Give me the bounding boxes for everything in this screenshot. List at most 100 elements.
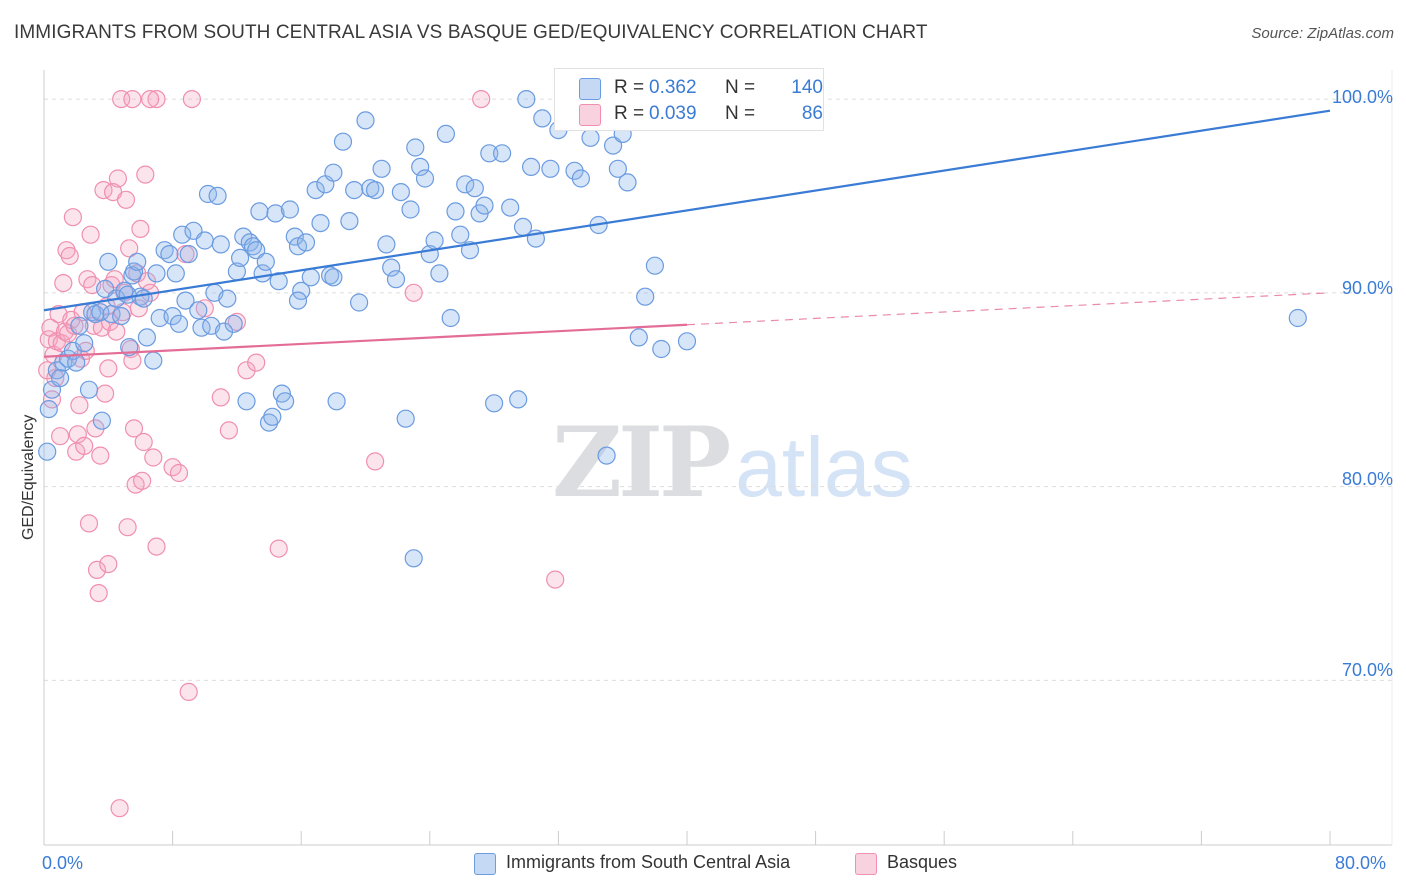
point-south-central-asia[interactable]: [75, 334, 94, 353]
point-south-central-asia[interactable]: [345, 181, 364, 200]
point-south-central-asia[interactable]: [263, 407, 282, 426]
point-south-central-asia[interactable]: [652, 339, 671, 359]
point-south-central-asia[interactable]: [269, 272, 288, 291]
point-south-central-asia[interactable]: [179, 245, 198, 264]
point-south-central-asia[interactable]: [509, 390, 528, 409]
point-basques[interactable]: [118, 518, 137, 537]
point-south-central-asia[interactable]: [128, 252, 147, 271]
point-south-central-asia[interactable]: [603, 136, 623, 155]
point-south-central-asia[interactable]: [324, 268, 343, 287]
point-south-central-asia[interactable]: [144, 351, 163, 370]
point-south-central-asia[interactable]: [350, 293, 369, 312]
point-south-central-asia[interactable]: [169, 314, 189, 333]
point-south-central-asia[interactable]: [356, 111, 375, 130]
point-south-central-asia[interactable]: [214, 322, 234, 341]
point-basques[interactable]: [129, 299, 148, 318]
point-south-central-asia[interactable]: [480, 144, 499, 163]
point-south-central-asia[interactable]: [436, 124, 455, 143]
point-south-central-asia[interactable]: [224, 314, 243, 333]
point-south-central-asia[interactable]: [366, 181, 385, 200]
point-basques[interactable]: [89, 583, 108, 603]
point-south-central-asia[interactable]: [280, 200, 299, 219]
point-south-central-asia[interactable]: [176, 291, 195, 310]
point-basques[interactable]: [99, 359, 118, 378]
point-south-central-asia[interactable]: [377, 235, 396, 254]
point-basques[interactable]: [133, 471, 152, 490]
point-south-central-asia[interactable]: [311, 214, 330, 233]
point-south-central-asia[interactable]: [50, 369, 70, 388]
point-south-central-asia[interactable]: [446, 202, 465, 221]
point-basques[interactable]: [219, 421, 238, 440]
point-basques[interactable]: [144, 448, 163, 467]
point-south-central-asia[interactable]: [1288, 308, 1307, 328]
point-basques[interactable]: [63, 208, 83, 227]
point-south-central-asia[interactable]: [237, 392, 256, 411]
point-basques[interactable]: [123, 89, 142, 109]
point-south-central-asia[interactable]: [597, 446, 616, 465]
point-south-central-asia[interactable]: [340, 212, 359, 231]
point-south-central-asia[interactable]: [618, 173, 637, 192]
point-south-central-asia[interactable]: [415, 169, 435, 188]
point-basques[interactable]: [141, 89, 160, 109]
point-south-central-asia[interactable]: [391, 183, 410, 202]
point-south-central-asia[interactable]: [533, 109, 552, 128]
point-south-central-asia[interactable]: [250, 202, 269, 221]
point-south-central-asia[interactable]: [404, 549, 423, 568]
point-south-central-asia[interactable]: [173, 225, 192, 244]
point-basques[interactable]: [472, 89, 491, 109]
point-basques[interactable]: [99, 554, 118, 574]
point-south-central-asia[interactable]: [218, 289, 237, 308]
point-south-central-asia[interactable]: [541, 159, 560, 178]
point-south-central-asia[interactable]: [517, 89, 536, 109]
point-basques[interactable]: [54, 274, 73, 293]
point-south-central-asia[interactable]: [382, 258, 401, 277]
point-south-central-asia[interactable]: [288, 291, 308, 310]
point-south-central-asia[interactable]: [636, 287, 655, 306]
point-basques[interactable]: [107, 322, 126, 341]
point-south-central-asia[interactable]: [276, 392, 295, 411]
point-south-central-asia[interactable]: [441, 308, 460, 328]
point-basques[interactable]: [68, 425, 87, 444]
point-basques[interactable]: [247, 353, 266, 372]
point-basques[interactable]: [136, 165, 155, 184]
point-south-central-asia[interactable]: [147, 264, 166, 283]
point-south-central-asia[interactable]: [475, 196, 494, 215]
point-south-central-asia[interactable]: [166, 264, 185, 283]
point-south-central-asia[interactable]: [112, 307, 131, 326]
point-basques[interactable]: [120, 239, 139, 258]
point-south-central-asia[interactable]: [256, 252, 275, 271]
point-basques[interactable]: [211, 388, 230, 407]
point-south-central-asia[interactable]: [39, 400, 58, 419]
point-basques[interactable]: [81, 225, 100, 244]
point-basques[interactable]: [110, 799, 129, 818]
point-south-central-asia[interactable]: [67, 353, 86, 372]
point-basques[interactable]: [105, 270, 124, 289]
point-south-central-asia[interactable]: [292, 281, 311, 300]
point-basques[interactable]: [42, 390, 62, 409]
point-south-central-asia[interactable]: [456, 175, 475, 194]
point-south-central-asia[interactable]: [460, 241, 480, 260]
point-basques[interactable]: [108, 169, 128, 188]
point-basques[interactable]: [237, 361, 256, 380]
point-basques[interactable]: [65, 316, 84, 335]
point-south-central-asia[interactable]: [430, 264, 449, 283]
point-south-central-asia[interactable]: [259, 413, 279, 432]
point-south-central-asia[interactable]: [231, 248, 250, 267]
point-south-central-asia[interactable]: [608, 159, 628, 178]
point-south-central-asia[interactable]: [411, 157, 430, 176]
point-south-central-asia[interactable]: [79, 380, 99, 399]
point-basques[interactable]: [147, 89, 166, 109]
point-basques[interactable]: [95, 384, 115, 403]
point-south-central-asia[interactable]: [324, 163, 343, 182]
point-basques[interactable]: [116, 190, 136, 209]
point-south-central-asia[interactable]: [285, 227, 304, 246]
point-south-central-asia[interactable]: [629, 328, 648, 347]
point-basques[interactable]: [179, 682, 198, 702]
point-south-central-asia[interactable]: [160, 245, 179, 264]
point-basques[interactable]: [131, 219, 150, 238]
point-south-central-asia[interactable]: [465, 179, 484, 198]
point-south-central-asia[interactable]: [372, 159, 391, 178]
point-south-central-asia[interactable]: [406, 138, 425, 157]
point-south-central-asia[interactable]: [645, 256, 665, 275]
point-south-central-asia[interactable]: [493, 144, 512, 163]
